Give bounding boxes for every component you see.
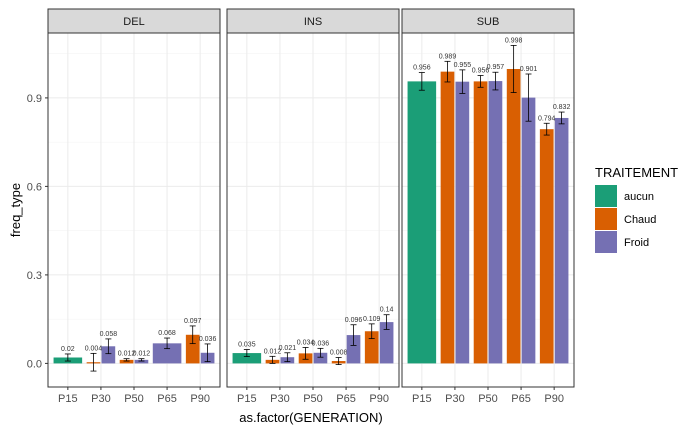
x-tick-label: P50 [303,393,323,405]
x-tick-label: P30 [445,393,465,405]
bar-sub-p30-chaud [440,71,455,364]
data-label: 0.021 [279,345,297,352]
bar-ins-p50-froid [313,352,328,364]
data-label: 0.794 [538,115,556,122]
bar-del-p50-chaud [119,359,134,364]
data-label: 0.097 [184,318,202,325]
bar-ins-p90-froid [379,322,394,364]
bar-sub-p90-chaud [539,129,554,364]
x-tick-label: P15 [237,393,257,405]
x-tick-label: P15 [58,393,78,405]
data-label: 0.034 [297,339,315,346]
data-label: 0.058 [100,331,118,338]
bar-ins-p15-aucun [232,353,262,364]
x-tick-label: P90 [544,393,564,405]
data-label: 0.008 [330,350,348,357]
bar-del-p90-chaud [185,334,200,364]
x-tick-label: P50 [124,393,144,405]
y-tick-label: 0.9 [27,93,42,105]
legend-label-chaud: Chaud [624,214,656,226]
data-label: 0.832 [553,104,571,111]
legend-key-aucun [595,185,617,207]
x-tick-label: P30 [91,393,111,405]
bar-del-p50-froid [134,359,149,364]
data-label: 0.956 [472,67,490,74]
data-label: 0.012 [133,351,151,358]
bar-ins-p65-froid [346,335,361,364]
x-tick-label: P90 [190,393,210,405]
data-label: 0.068 [158,330,176,337]
legend-title: TRAITEMENT [595,165,678,180]
bar-sub-p65-froid [521,97,536,364]
data-label: 0.989 [439,53,457,60]
facet-strip [401,8,575,34]
y-tick-label: 0.0 [27,358,42,370]
y-tick-label: 0.3 [27,270,42,282]
data-label: 0.004 [85,345,103,352]
legend-label-aucun: aucun [624,191,654,203]
bar-sub-p65-chaud [506,68,521,364]
bar-sub-p15-aucun [407,81,437,364]
legend-label-froid: Froid [624,237,649,249]
data-label: 0.998 [505,37,523,44]
facet-strip [47,8,221,34]
bar-sub-p90-froid [554,117,569,364]
legend-key-froid [595,231,617,253]
facet-panel-sub: 0.9560.9890.9550.9560.9570.9980.9010.794… [401,8,575,405]
legend-key-chaud [595,208,617,230]
data-label: 0.901 [520,66,538,73]
legend: TRAITEMENT aucun Chaud Froid [595,165,678,253]
x-axis-title: as.factor(GENERATION) [239,410,383,425]
bar-ins-p90-chaud [364,331,379,364]
x-tick-label: P30 [270,393,290,405]
data-label: 0.14 [380,307,394,314]
x-tick-label: P90 [369,393,389,405]
data-label: 0.956 [413,65,431,72]
bar-del-p65-froid [152,343,182,364]
x-tick-label: P15 [412,393,432,405]
data-label: 0.02 [61,346,75,353]
data-label: 0.012 [264,348,282,355]
bar-del-p30-froid [101,346,116,364]
data-label: 0.036 [312,340,330,347]
facet-strip-label: SUB [477,16,500,28]
x-tick-label: P65 [336,393,356,405]
y-axis-title: freq_type [8,183,23,237]
bar-sub-p50-chaud [473,81,488,364]
x-tick-label: P65 [511,393,531,405]
data-label: 0.012 [118,351,136,358]
facet-strip-label: DEL [123,16,144,28]
data-label: 0.955 [454,62,472,69]
data-label: 0.957 [487,64,505,71]
data-label: 0.096 [345,317,363,324]
bar-sub-p30-froid [455,81,470,364]
data-label: 0.035 [238,342,256,349]
facet-strip [226,8,400,34]
x-tick-label: P50 [478,393,498,405]
x-tick-label: P65 [157,393,177,405]
bar-sub-p50-froid [488,81,503,364]
data-label: 0.109 [363,316,381,323]
data-label: 0.036 [199,336,217,343]
y-tick-label: 0.6 [27,181,42,193]
facet-strip-label: INS [304,16,322,28]
